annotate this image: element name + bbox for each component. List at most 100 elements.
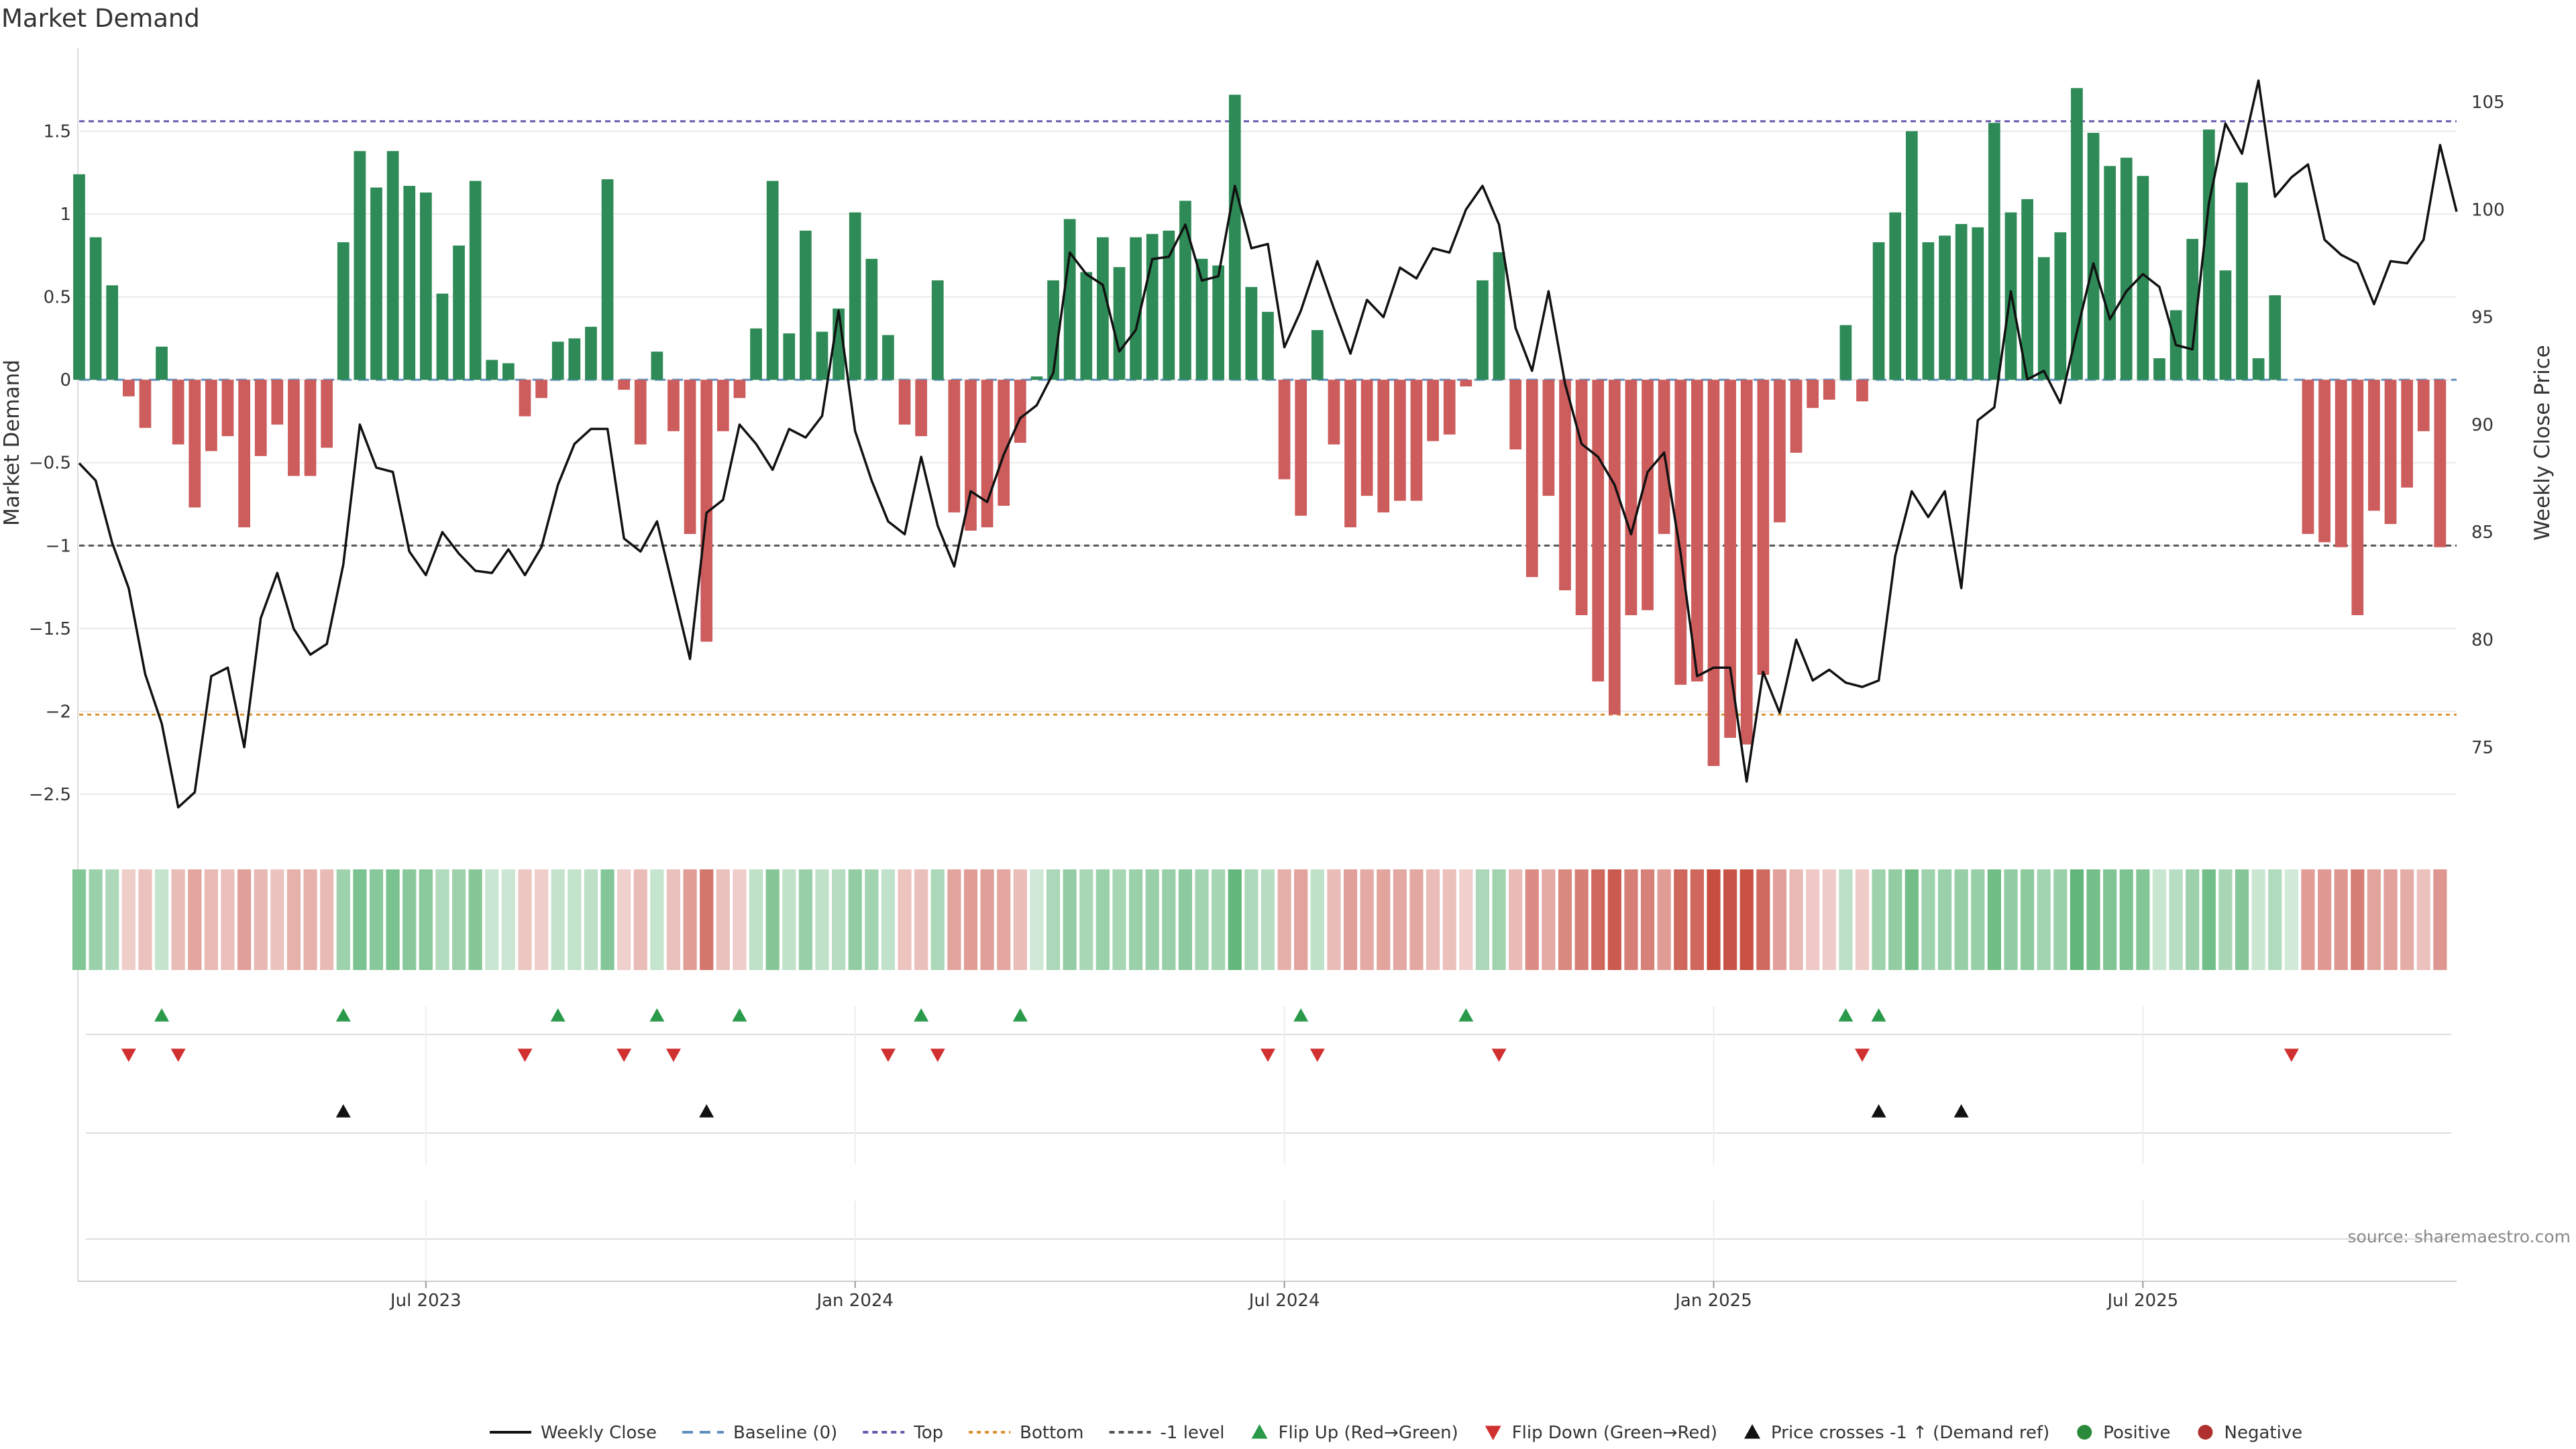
heat-cell bbox=[1277, 869, 1291, 970]
demand-bar bbox=[1674, 380, 1687, 685]
demand-bar bbox=[1410, 380, 1423, 501]
demand-bar bbox=[1063, 219, 1076, 380]
heat-cell bbox=[650, 869, 664, 970]
heat-cell bbox=[1178, 869, 1193, 970]
demand-bar bbox=[2137, 176, 2149, 380]
demand-bar bbox=[2334, 380, 2347, 547]
legend-label-flip_up: Flip Up (Red→Green) bbox=[1279, 1423, 1458, 1443]
demand-bar bbox=[2236, 182, 2248, 380]
flip-up-marker bbox=[1293, 1008, 1309, 1022]
heat-cell bbox=[2004, 869, 2018, 970]
demand-bar bbox=[2202, 129, 2215, 380]
heat-cell bbox=[154, 869, 169, 970]
demand-bar bbox=[915, 380, 928, 437]
heat-cell bbox=[1360, 869, 1374, 970]
demand-bar bbox=[189, 380, 201, 508]
demand-bar bbox=[1427, 380, 1439, 441]
demand-bar bbox=[122, 380, 135, 396]
heat-cell bbox=[848, 869, 862, 970]
heat-cell bbox=[881, 869, 896, 970]
source-credit: source: sharemaestro.com bbox=[2348, 1227, 2571, 1246]
heat-cell bbox=[1822, 869, 1836, 970]
heat-cell bbox=[1707, 869, 1721, 970]
demand-bar bbox=[551, 341, 564, 380]
heat-cell bbox=[1739, 869, 1754, 970]
heat-cell bbox=[1393, 869, 1407, 970]
heat-cell bbox=[2119, 869, 2133, 970]
right-axis-title: Weekly Close Price bbox=[2530, 345, 2555, 541]
left-tick-label: −1.5 bbox=[29, 619, 71, 639]
flip-up-marker bbox=[1012, 1008, 1028, 1022]
demand-bar bbox=[1724, 380, 1736, 738]
heat-cell bbox=[1112, 869, 1126, 970]
heat-cell bbox=[1954, 869, 1968, 970]
heat-cell bbox=[2053, 869, 2068, 970]
demand-bar bbox=[2318, 380, 2330, 543]
demand-bar bbox=[634, 380, 647, 445]
heat-cell bbox=[930, 869, 945, 970]
heat-cell bbox=[237, 869, 252, 970]
heat-cell bbox=[1640, 869, 1655, 970]
x-tick-label: Jul 2025 bbox=[2106, 1291, 2178, 1311]
heat-cell bbox=[1904, 869, 1919, 970]
demand-bar bbox=[816, 331, 828, 380]
heat-cell bbox=[1327, 869, 1341, 970]
legend-label-minus1: -1 level bbox=[1161, 1423, 1225, 1443]
heat-cell bbox=[1459, 869, 1473, 970]
left-tick-label: 1.5 bbox=[44, 122, 71, 142]
heat-cell bbox=[1013, 869, 1027, 970]
demand-bar bbox=[750, 328, 762, 380]
heat-cell bbox=[518, 869, 532, 970]
heat-cell bbox=[782, 869, 796, 970]
heat-cell bbox=[1674, 869, 1688, 970]
demand-bar bbox=[2104, 166, 2116, 380]
flip-down-marker bbox=[1309, 1049, 1325, 1062]
heat-cell bbox=[1591, 869, 1605, 970]
demand-bar bbox=[535, 380, 547, 398]
heat-cell bbox=[1030, 869, 1044, 970]
heat-cell bbox=[1987, 869, 2001, 970]
flip-up-marker bbox=[550, 1008, 566, 1022]
left-tick-label: 1 bbox=[60, 205, 71, 225]
heat-cell bbox=[865, 869, 879, 970]
heat-cell bbox=[749, 869, 763, 970]
demand-bar bbox=[1922, 242, 1935, 380]
heat-cell bbox=[1509, 869, 1523, 970]
heat-cell bbox=[1772, 869, 1787, 970]
flip-down-marker bbox=[930, 1049, 945, 1062]
legend-swatch-positive bbox=[2077, 1425, 2092, 1440]
demand-bar bbox=[1344, 380, 1356, 528]
heat-cell bbox=[1558, 869, 1572, 970]
heat-cell bbox=[221, 869, 235, 970]
flip-down-marker bbox=[1855, 1049, 1870, 1062]
heat-cell bbox=[1971, 869, 1985, 970]
demand-bar bbox=[1790, 380, 1803, 453]
heat-cell bbox=[2202, 869, 2216, 970]
demand-bar bbox=[568, 338, 581, 380]
heat-cell bbox=[798, 869, 812, 970]
heat-cell bbox=[451, 869, 466, 970]
heat-cell bbox=[1525, 869, 1539, 970]
demand-bar bbox=[1972, 227, 1984, 380]
heat-cell bbox=[1806, 869, 1820, 970]
demand-bar bbox=[800, 230, 812, 380]
demand-bar bbox=[1642, 380, 1654, 610]
heat-cell bbox=[700, 869, 714, 970]
demand-bar bbox=[1823, 380, 1835, 400]
legend-label-baseline: Baseline (0) bbox=[733, 1423, 837, 1443]
demand-bar bbox=[2153, 358, 2165, 380]
price-cross-marker bbox=[335, 1104, 351, 1118]
demand-bar bbox=[1328, 380, 1340, 445]
heat-cell bbox=[1542, 869, 1556, 970]
heat-cell bbox=[2186, 869, 2200, 970]
demand-bar bbox=[1939, 235, 1951, 380]
demand-bar bbox=[1163, 230, 1175, 380]
demand-bar bbox=[354, 151, 366, 380]
reference-lines bbox=[79, 120, 2457, 716]
demand-bar bbox=[106, 285, 119, 380]
demand-bar bbox=[931, 280, 944, 380]
heat-cell bbox=[485, 869, 499, 970]
heat-cell bbox=[1888, 869, 1902, 970]
left-tick-label: −2.5 bbox=[29, 785, 71, 805]
demand-bar bbox=[1460, 380, 1472, 387]
